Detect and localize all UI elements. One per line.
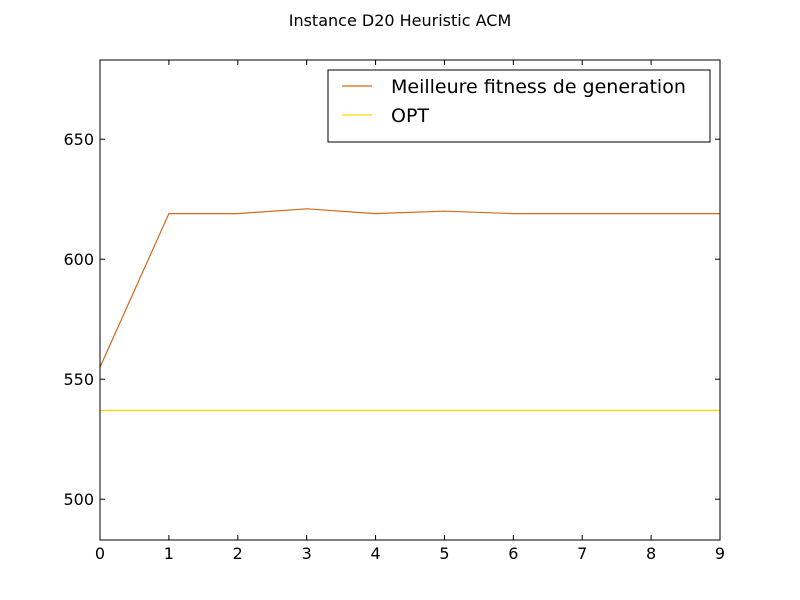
x-tick-label: 3 <box>302 544 312 563</box>
legend-label-1: OPT <box>391 105 429 127</box>
x-tick-label: 9 <box>715 544 725 563</box>
legend: Meilleure fitness de generation OPT <box>327 69 711 143</box>
x-tick-label: 2 <box>233 544 243 563</box>
legend-box <box>327 69 711 143</box>
x-tick-label: 6 <box>508 544 518 563</box>
series-line-0 <box>99 208 720 368</box>
plot-frame <box>99 59 721 541</box>
axis-ticks: 0 1 2 3 4 5 6 7 8 9 500 550 600 650 <box>63 60 725 563</box>
y-tick-label: 550 <box>63 370 94 389</box>
x-tick-label: 1 <box>164 544 174 563</box>
x-tick-label: 4 <box>370 544 380 563</box>
y-tick-label: 600 <box>63 250 94 269</box>
chart-title: Instance D20 Heuristic ACM <box>289 11 512 30</box>
plot-area <box>99 208 720 411</box>
y-tick-label: 650 <box>63 130 94 149</box>
x-tick-label: 0 <box>95 544 105 563</box>
legend-label-0: Meilleure fitness de generation <box>391 76 686 98</box>
x-tick-label: 8 <box>646 544 656 563</box>
x-tick-label: 7 <box>577 544 587 563</box>
x-tick-label: 5 <box>439 544 449 563</box>
y-tick-label: 500 <box>63 490 94 509</box>
